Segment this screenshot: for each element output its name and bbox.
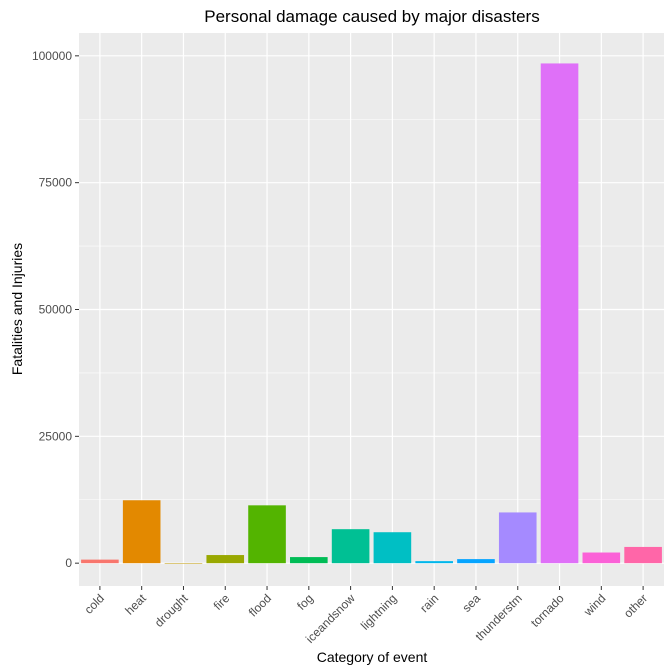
y-axis-title: Fatalities and Injuries — [9, 243, 25, 375]
bar-sea — [457, 559, 495, 564]
y-tick-label: 0 — [65, 556, 72, 570]
x-tick-label: other — [621, 591, 650, 620]
bar-tornado — [540, 63, 579, 564]
y-tick-label: 50000 — [39, 303, 73, 317]
bar-cold — [81, 559, 119, 564]
x-tick-label: drought — [152, 591, 191, 630]
y-tick-label: 100000 — [32, 49, 72, 63]
x-tick-label: rain — [417, 591, 441, 615]
bar-rain — [415, 561, 453, 564]
bars — [81, 63, 662, 564]
x-tick-label: sea — [459, 591, 483, 615]
x-tick-label: heat — [122, 591, 149, 618]
bar-fog — [290, 557, 328, 564]
bar-wind — [582, 552, 621, 564]
chart-title: Personal damage caused by major disaster… — [204, 7, 539, 26]
x-tick-label: wind — [580, 591, 608, 619]
x-tick-label: flood — [246, 591, 274, 619]
y-tick-label: 25000 — [39, 429, 73, 443]
bar-drought — [164, 563, 203, 564]
major-gridlines — [79, 33, 664, 586]
bar-fire — [206, 555, 245, 564]
bar-thunderstm — [498, 512, 537, 564]
x-tick-label: cold — [82, 591, 107, 616]
y-axis: 0 25000 50000 75000 100000 — [32, 49, 79, 570]
bar-iceandsnow — [331, 529, 370, 564]
x-axis-title: Category of event — [317, 649, 428, 665]
bar-flood — [248, 505, 286, 564]
bar-other — [624, 546, 662, 564]
x-tick-label: fire — [211, 591, 233, 613]
y-tick-label: 75000 — [39, 176, 73, 190]
x-tick-label: fog — [294, 591, 316, 613]
x-tick-label: lightning — [358, 591, 400, 633]
bar-heat — [122, 500, 161, 564]
x-tick-label: tornado — [528, 591, 567, 630]
bar-lightning — [373, 532, 412, 564]
